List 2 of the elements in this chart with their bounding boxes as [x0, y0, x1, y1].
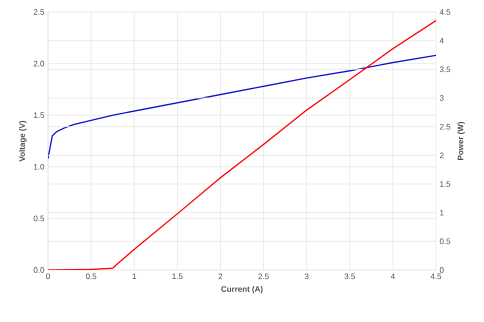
line-series	[48, 54, 436, 160]
line-series	[48, 20, 436, 270]
